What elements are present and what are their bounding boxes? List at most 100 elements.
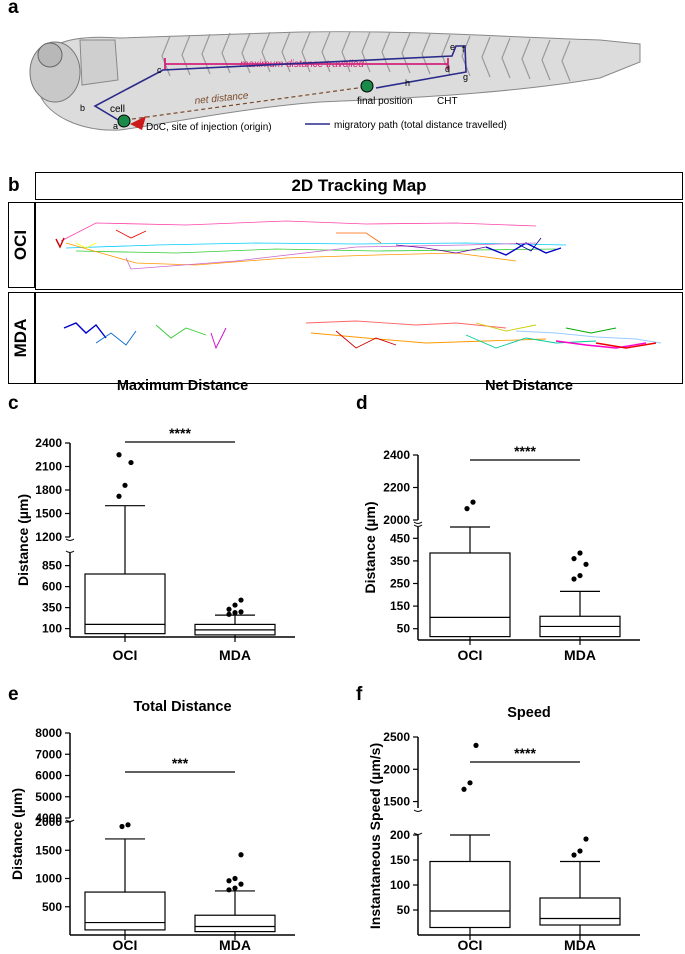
point-h: h [405, 78, 410, 88]
y-tick-label: 2400 [383, 448, 410, 462]
outlier-point [116, 493, 122, 499]
zebrafish-body [29, 31, 641, 131]
box-iqr [84, 573, 166, 635]
x-tick-label: OCI [458, 937, 483, 953]
y-tick-label: 6000 [35, 769, 62, 783]
outlier-point [232, 875, 238, 882]
y-tick-label: 1200 [35, 530, 62, 544]
outlier-point [571, 576, 577, 582]
outlier-point [125, 822, 131, 828]
chart-title: Speed [507, 705, 551, 721]
y-tick-label: 2000 [383, 762, 410, 776]
doc-annotation: DoC, site of injection (origin) [146, 122, 272, 133]
outlier-point [226, 606, 232, 612]
outlier-point [577, 550, 583, 556]
y-tick-label: 2200 [383, 481, 410, 495]
box-iqr [84, 891, 166, 931]
tracks-oci [55, 220, 567, 270]
outlier-point [577, 848, 583, 854]
significance-stars: **** [514, 443, 536, 459]
box-oci [84, 822, 166, 935]
chart-title: Maximum Distance [117, 378, 248, 394]
outlier-point [470, 499, 476, 505]
chart-title: Net Distance [485, 378, 573, 394]
x-tick-label: MDA [564, 647, 596, 663]
outlier-point [583, 836, 589, 842]
outlier-point [583, 561, 589, 567]
y-axis-label: Distance (µm) [15, 494, 31, 586]
box-mda [539, 550, 621, 640]
outlier-point [232, 602, 238, 608]
axis-break-mark [65, 538, 75, 541]
outlier-point [467, 780, 473, 786]
outlier-point [464, 506, 470, 512]
panel-d-label: d [356, 393, 368, 414]
y-tick-label: 2100 [35, 460, 62, 474]
injection-site-marker [130, 116, 146, 130]
outlier-point [122, 482, 128, 488]
y-tick-label: 2000 [35, 815, 62, 829]
outlier-point [238, 881, 244, 887]
outlier-point [232, 610, 238, 616]
y-tick-label: 7000 [35, 747, 62, 761]
outlier-point [128, 459, 134, 466]
tracking-map-mda [35, 292, 683, 384]
point-e: e [450, 42, 455, 52]
x-tick-label: OCI [113, 937, 138, 953]
final-position-annotation: final position [357, 96, 413, 107]
point-d: d [445, 64, 450, 74]
row-label-box-oci: OCI [8, 202, 35, 288]
max-distance-annotation: maximum distance travelled [240, 59, 364, 70]
box-iqr [194, 914, 276, 933]
y-tick-label: 100 [42, 622, 62, 636]
significance-stars: **** [514, 745, 536, 761]
outlier-point [238, 609, 244, 615]
y-tick-label: 150 [390, 599, 410, 613]
y-tick-label: 1500 [35, 507, 62, 521]
y-tick-label: 50 [397, 903, 411, 917]
outlier-point [116, 452, 122, 458]
cht-annotation: CHT [437, 96, 458, 107]
box-mda [194, 597, 276, 637]
migratory-path-line [93, 45, 467, 122]
significance-stars: **** [169, 425, 191, 441]
outlier-point [571, 852, 577, 858]
tracking-map-oci [35, 202, 683, 290]
x-tick-label: MDA [219, 937, 251, 953]
panel-c-label: c [8, 393, 19, 414]
myotome-segments [161, 31, 571, 82]
point-a: a [113, 121, 118, 131]
outlier-point [119, 823, 125, 830]
y-tick-label: 5000 [35, 790, 62, 804]
chart-e: e Total Distance Distance (µm) 8000 7000 6000… [8, 684, 295, 953]
panel-e-label: e [8, 684, 19, 705]
tracks-mda [63, 320, 662, 350]
box-mda [194, 852, 276, 935]
y-tick-label: 350 [390, 554, 410, 568]
outlier-point [226, 611, 232, 617]
box-oci [429, 499, 511, 640]
axis-break-mark [413, 832, 423, 835]
axis-break-mark [65, 550, 75, 553]
chart-c: c Maximum Distance Distance (µm) 2400 2100 18… [8, 378, 295, 663]
y-tick-label: 1000 [35, 872, 62, 886]
tracking-map-title-box: 2D Tracking Map [35, 172, 683, 200]
x-tick-label: OCI [113, 647, 138, 663]
y-tick-label: 2000 [383, 513, 410, 527]
outlier-point [232, 885, 238, 891]
origin-cell-marker [117, 114, 131, 128]
y-tick-label: 600 [42, 580, 62, 594]
y-tick-label: 8000 [35, 726, 62, 740]
point-b: b [80, 103, 85, 113]
outlier-point [226, 887, 232, 893]
y-axis-label: Distance (µm) [9, 788, 25, 880]
box-oci [84, 452, 166, 637]
outlier-point [571, 556, 577, 562]
zebrafish-schematic: maximum distance travelled net distance … [29, 31, 641, 133]
y-tick-label: 2500 [383, 730, 410, 744]
panel-f-label: f [356, 684, 363, 705]
chart-d: d Net Distance Distance (µm) 2400 2200 2000 45… [356, 378, 640, 663]
x-tick-label: OCI [458, 647, 483, 663]
y-tick-label: 350 [42, 601, 62, 615]
y-tick-label: 500 [42, 900, 62, 914]
